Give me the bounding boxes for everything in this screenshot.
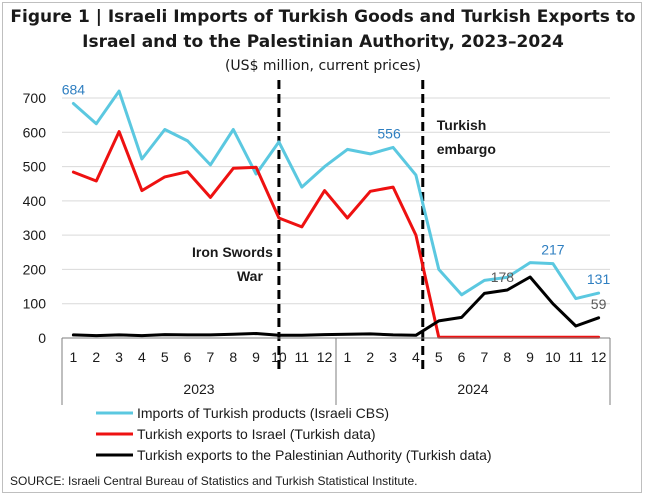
source-note: SOURCE: Israeli Central Bureau of Statis… [10, 474, 418, 488]
legend: Imports of Turkish products (Israeli CBS… [96, 405, 492, 463]
gridlines [62, 97, 610, 305]
x-tick-label: 5 [161, 349, 169, 365]
data-label: 684 [62, 81, 86, 97]
legend-entry-2: Turkish exports to the Palestinian Autho… [137, 447, 492, 463]
x-tick-label: 12 [591, 349, 607, 365]
x-tick-label: 10 [545, 349, 561, 365]
y-tick-label: 600 [23, 124, 47, 140]
y-tick-label: 500 [23, 159, 47, 175]
event-lines: Iron Swords War Turkish embargo [192, 80, 496, 372]
data-label: 556 [377, 125, 401, 141]
y-tick-label: 400 [23, 193, 47, 209]
data-label: 131 [587, 271, 611, 287]
data-label: 59 [591, 296, 607, 312]
event-label-line1: Iron Swords [192, 244, 273, 260]
x-tick-label: 3 [115, 349, 123, 365]
x-tick-label: 4 [138, 349, 146, 365]
x-group-label: 2023 [183, 381, 214, 397]
legend-entry-1: Turkish exports to Israel (Turkish data) [137, 426, 376, 442]
event-label-line2: War [237, 268, 263, 284]
series-line-1 [71, 130, 601, 339]
x-tick-label: 2 [92, 349, 100, 365]
chart-title-line1: Figure 1 | Israeli Imports of Turkish Go… [10, 7, 635, 27]
x-tick-label: 5 [435, 349, 443, 365]
data-labels: 684 556 217 131 178 59 [62, 81, 611, 311]
event-label-line2: embargo [437, 141, 496, 157]
x-tick-label: 11 [568, 349, 583, 365]
x-group-label: 2024 [457, 381, 488, 397]
y-axis-ticks: 0 100 200 300 400 500 600 700 [23, 90, 47, 346]
x-tick-label: 3 [389, 349, 397, 365]
x-tick-label: 6 [458, 349, 466, 365]
y-tick-label: 300 [23, 227, 47, 243]
x-tick-label: 9 [252, 349, 260, 365]
chart-subtitle: (US$ million, current prices) [225, 58, 421, 74]
y-tick-label: 700 [23, 90, 47, 106]
x-tick-label: 8 [229, 349, 237, 365]
chart-title-line2: Israel and to the Palestinian Authority,… [82, 32, 564, 52]
x-tick-label: 10 [271, 349, 287, 365]
event-label-line1: Turkish [437, 117, 487, 133]
x-tick-label: 7 [207, 349, 215, 365]
series-lines [71, 89, 601, 339]
y-tick-label: 100 [23, 296, 47, 312]
y-tick-label: 0 [38, 330, 46, 346]
x-tick-label: 1 [344, 349, 352, 365]
x-tick-label: 1 [70, 349, 78, 365]
x-tick-label: 6 [184, 349, 192, 365]
y-tick-label: 200 [23, 261, 47, 277]
x-tick-label: 9 [526, 349, 534, 365]
data-label: 178 [491, 269, 515, 285]
series-line-2 [71, 275, 601, 338]
series-line-0 [71, 89, 601, 301]
x-tick-label: 7 [481, 349, 489, 365]
x-tick-label: 2 [366, 349, 374, 365]
x-tick-label: 8 [503, 349, 511, 365]
legend-entry-0: Imports of Turkish products (Israeli CBS… [137, 405, 389, 421]
figure-frame [2, 2, 642, 493]
x-tick-label: 4 [412, 349, 420, 365]
x-tick-label: 12 [317, 349, 333, 365]
data-label: 217 [541, 242, 565, 258]
x-tick-label: 11 [294, 349, 309, 365]
